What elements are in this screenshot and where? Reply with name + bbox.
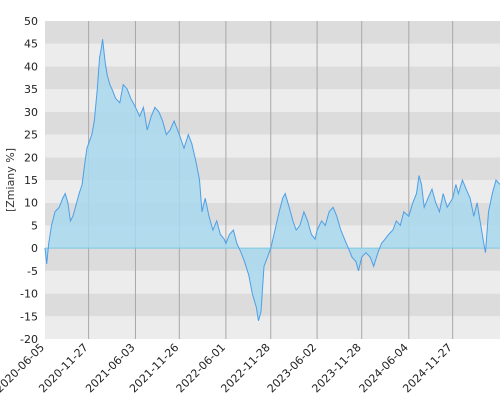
grid-band xyxy=(45,89,500,112)
y-tick-label: 40 xyxy=(24,60,38,73)
y-tick-label: 15 xyxy=(24,174,38,187)
grid-band xyxy=(45,316,500,339)
y-tick-label: 50 xyxy=(24,15,38,28)
y-tick-label: 30 xyxy=(24,106,38,119)
y-tick-label: 5 xyxy=(31,219,38,232)
y-tick-label: -20 xyxy=(20,333,38,346)
grid-band xyxy=(45,66,500,90)
grid-band xyxy=(45,21,500,44)
y-tick-label: -10 xyxy=(20,288,38,301)
y-tick-label: -15 xyxy=(20,310,38,323)
grid-band xyxy=(45,43,500,67)
y-tick-label: 35 xyxy=(24,83,38,96)
grid-band xyxy=(45,293,500,317)
y-axis-label: [Zmiany %] xyxy=(4,148,17,212)
y-tick-label: 25 xyxy=(24,129,38,142)
y-tick-label: 20 xyxy=(24,151,38,164)
y-tick-label: 45 xyxy=(24,38,38,51)
grid-band xyxy=(45,270,500,294)
grid-band xyxy=(45,248,500,271)
series-line xyxy=(44,39,500,321)
y-axis-tick-labels: -20 -15 -10 -5 0 5 10 15 20 25 30 35 40 45 50 xyxy=(20,15,38,346)
series-area-fill xyxy=(45,39,500,321)
y-tick-label: -5 xyxy=(27,265,38,278)
x-axis-tick-labels: 2020-06-052020-11-272021-06-032021-11-26… xyxy=(0,341,455,395)
y-tick-label: 10 xyxy=(24,197,38,210)
y-tick-label: 0 xyxy=(31,242,38,255)
